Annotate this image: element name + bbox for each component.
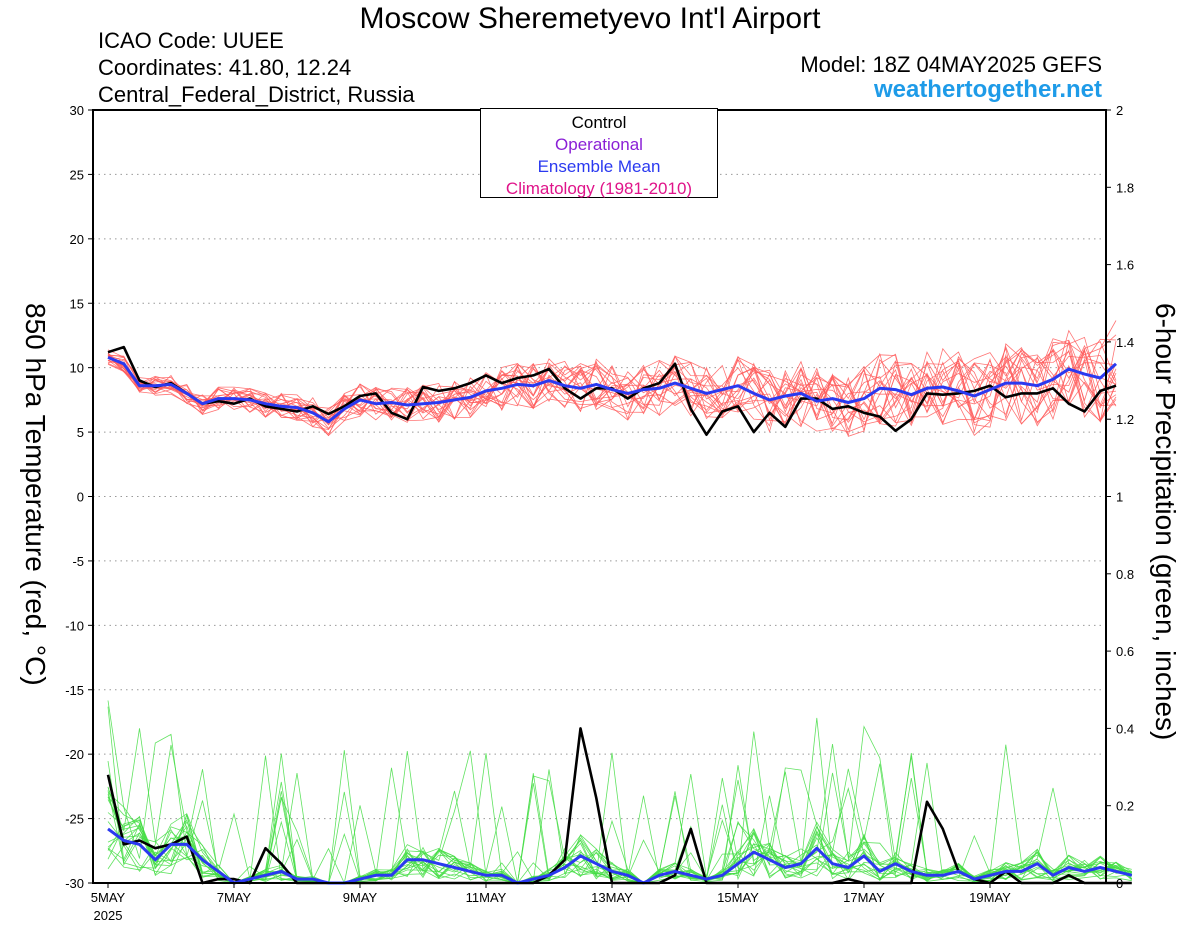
y-tick-label-right: 1.2 — [1116, 412, 1134, 427]
y-tick-label-right: 1.6 — [1116, 258, 1134, 273]
y-tick-label-right: 0.6 — [1116, 644, 1134, 659]
x-tick-label: 7MAY — [217, 890, 252, 905]
temperature-member-line — [107, 354, 1117, 437]
y-tick-label-left: -10 — [65, 618, 84, 633]
region: Central_Federal_District, Russia — [98, 82, 415, 107]
legend-control: Control — [571, 113, 627, 132]
x-tick-label: 5MAY — [91, 890, 126, 905]
y-tick-label-left: 25 — [70, 167, 84, 182]
y-tick-label-left: -25 — [65, 812, 84, 827]
y-tick-label-left: 15 — [70, 296, 84, 311]
main-series — [106, 345, 1133, 885]
control-precipitation-line — [106, 727, 1132, 885]
y-tick-label-right: 1.4 — [1116, 335, 1134, 350]
legend-climatology: Climatology (1981-2010) — [505, 179, 693, 198]
temperature-member-line — [107, 348, 1117, 424]
temperature-ensemble-members — [107, 320, 1117, 437]
y-tick-label-left: -30 — [65, 876, 84, 891]
x-tick-label: 9MAY — [343, 890, 378, 905]
x-tick-label: 19MAY — [969, 890, 1011, 905]
precipitation-member-line — [107, 731, 1132, 884]
precipitation-member-line — [107, 777, 1132, 884]
grid-lines — [93, 173, 1106, 820]
precipitation-member-line — [107, 791, 1132, 884]
y-tick-label-right: 0.4 — [1116, 721, 1134, 736]
temperature-member-line — [107, 334, 1117, 429]
precipitation-member-line — [107, 750, 1132, 884]
x-tick-label: 15MAY — [717, 890, 759, 905]
y-tick-label-left: 0 — [77, 490, 84, 505]
y-tick-label-left: 10 — [70, 361, 84, 376]
y-axis-label-right: 6-hour Precipitation (green, inches) — [1150, 303, 1181, 741]
temperature-member-line — [107, 336, 1117, 437]
y-tick-label-left: 30 — [70, 103, 84, 118]
y-tick-label-right: 1 — [1116, 490, 1123, 505]
icao-code: ICAO Code: UUEE — [98, 28, 284, 53]
model-run: Model: 18Z 04MAY2025 GEFS — [800, 52, 1102, 77]
precipitation-member-line — [107, 743, 1132, 884]
y-axis-label-left: 850 hPa Temperature (red, °C) — [20, 303, 51, 686]
y-tick-label-right: 0.2 — [1116, 799, 1134, 814]
legend-ensemble-mean: Ensemble Mean — [537, 157, 661, 176]
axes: 302520151050-5-10-15-20-25-3021.81.61.41… — [65, 103, 1134, 923]
x-tick-label: 13MAY — [591, 890, 633, 905]
y-tick-label-left: -15 — [65, 683, 84, 698]
y-tick-label-right: 0.8 — [1116, 567, 1134, 582]
temperature-member-line — [107, 339, 1117, 433]
y-tick-label-left: -5 — [72, 554, 84, 569]
ensemble-mean-temperature-line — [107, 356, 1118, 424]
y-tick-label-right: 1.8 — [1116, 180, 1134, 195]
temperature-member-line — [107, 329, 1117, 433]
y-tick-label-left: 5 — [77, 425, 84, 440]
y-tick-label-left: -20 — [65, 747, 84, 762]
y-tick-label-left: 20 — [70, 232, 84, 247]
x-tick-sublabel: 2025 — [94, 908, 123, 923]
site-link[interactable]: weathertogether.net — [873, 76, 1102, 103]
precipitation-member-line — [107, 752, 1132, 884]
precipitation-member-line — [107, 725, 1133, 884]
x-tick-label: 17MAY — [843, 890, 885, 905]
legend-operational: Operational — [555, 135, 643, 154]
ensemble-mean-precipitation-line — [107, 827, 1133, 885]
x-tick-label: 11MAY — [466, 890, 507, 905]
coordinates: Coordinates: 41.80, 12.24 — [98, 55, 352, 80]
y-tick-label-right: 0 — [1116, 876, 1123, 891]
y-tick-label-right: 2 — [1116, 103, 1123, 118]
chart-title: Moscow Sheremetyevo Int'l Airport — [359, 2, 821, 35]
legend: Control Operational Ensemble Mean Climat… — [480, 108, 718, 198]
